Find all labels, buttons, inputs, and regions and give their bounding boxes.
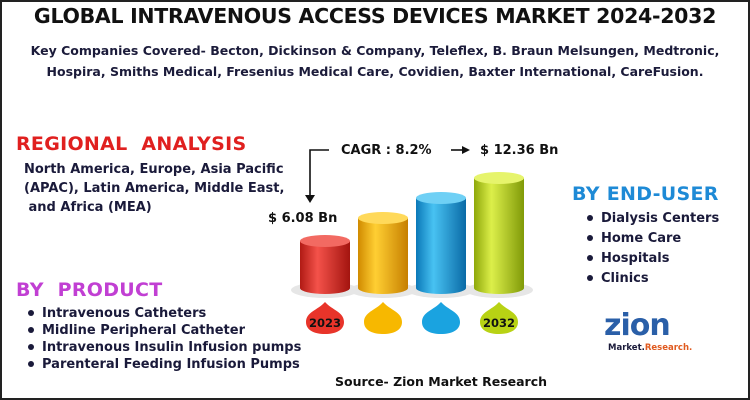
down-arrow-line [309, 149, 329, 197]
product-list: Intravenous Catheters Midline Peripheral… [26, 305, 301, 373]
end-user-item: Clinics [585, 269, 719, 289]
cylinder-2032 [474, 172, 524, 294]
start-value-label: $ 6.08 Bn [268, 211, 338, 226]
marker-blue [422, 302, 460, 334]
cagr-arrows [305, 146, 470, 203]
end-user-item: Home Care [585, 229, 719, 249]
end-user-item: Dialysis Centers [585, 209, 719, 229]
key-companies-line-1: Key Companies Covered- Becton, Dickinson… [30, 43, 720, 58]
logo-mark: zion [604, 308, 671, 343]
year-2032-label: 2032 [483, 316, 515, 330]
product-item: Midline Peripheral Catheter [26, 322, 301, 339]
logo-sub-b: Research. [644, 343, 693, 353]
cylinder-yellow [358, 212, 408, 294]
product-item: Intravenous Insulin Infusion pumps [26, 339, 301, 356]
key-companies: Key Companies Covered- Becton, Dickinson… [10, 40, 740, 82]
marker-2032: 2032 [480, 302, 518, 334]
product-item: Intravenous Catheters [26, 305, 301, 322]
logo-sub-a: Market. [608, 343, 645, 353]
regional-analysis-text: North America, Europe, Asia Pacific (APA… [24, 160, 294, 217]
by-end-user-heading: BY END-USER [572, 183, 719, 205]
logo-subtitle: Market.Research. [608, 343, 692, 353]
page-title: GLOBAL INTRAVENOUS ACCESS DEVICES MARKET… [33, 4, 717, 28]
cagr-label: CAGR : 8.2% [341, 143, 432, 158]
down-arrow-head [305, 195, 315, 203]
year-2023-label: 2023 [309, 316, 341, 330]
regional-analysis-heading: REGIONAL ANALYSIS [16, 133, 247, 155]
end-value-label: $ 12.36 Bn [480, 143, 559, 158]
marker-2023: 2023 [306, 302, 344, 334]
right-arrow-head [462, 146, 470, 154]
by-product-heading: BY PRODUCT [16, 279, 163, 301]
source-credit: Source- Zion Market Research [335, 374, 548, 389]
key-companies-line-2: Hospira, Smiths Medical, Fresenius Medic… [46, 64, 704, 79]
cylinder-2023 [300, 235, 350, 294]
end-user-item: Hospitals [585, 249, 719, 269]
zion-logo: zion Market.Research. [604, 308, 694, 356]
regional-line-2: (APAC), Latin America, Middle East, [24, 181, 285, 196]
regional-line-3: and Africa (MEA) [24, 200, 152, 215]
regional-line-1: North America, Europe, Asia Pacific [24, 162, 284, 177]
marker-yellow [364, 302, 402, 334]
end-user-list: Dialysis Centers Home Care Hospitals Cli… [585, 209, 719, 289]
cylinder-blue [416, 192, 466, 294]
product-item: Parenteral Feeding Infusion Pumps [26, 356, 301, 373]
